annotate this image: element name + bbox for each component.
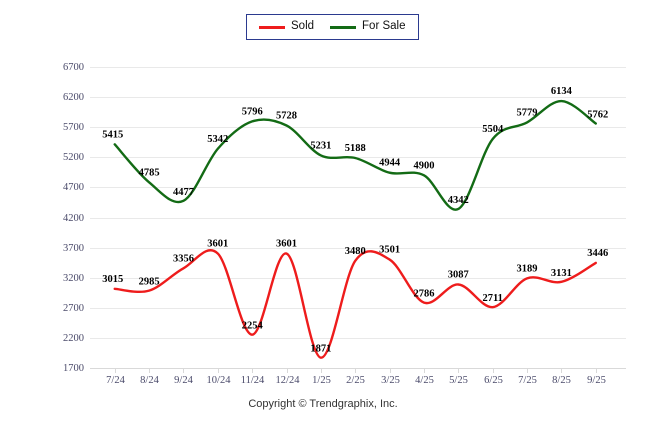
data-label-for-sale: 5231 — [310, 140, 331, 151]
data-label-sold: 3356 — [173, 253, 194, 264]
y-axis-tick-labels: 1700 2200 2700 3200 3700 4200 4700 5200 5700 6200… — [63, 62, 84, 374]
y-axis-tick-label: 4700 — [63, 182, 84, 193]
legend-label-for-sale: For Sale — [362, 20, 406, 33]
data-label-sold: 3601 — [276, 239, 297, 250]
y-axis-tick-label: 5200 — [63, 152, 84, 163]
legend-label-sold: Sold — [291, 20, 315, 33]
y-axis-tick-label: 3700 — [63, 243, 84, 254]
legend-item-for-sale[interactable]: For Sale — [330, 20, 406, 33]
line-swatch-icon — [259, 25, 285, 29]
gridlines — [90, 67, 626, 369]
data-label-for-sale: 4900 — [414, 160, 435, 171]
x-axis-tick-label: 9/25 — [587, 375, 606, 386]
y-axis-tick-label: 1700 — [63, 363, 84, 374]
axis-ticks — [90, 368, 626, 373]
data-label-sold: 3480 — [345, 246, 366, 257]
line-swatch-icon — [330, 25, 357, 29]
x-axis-tick-label: 5/25 — [449, 375, 468, 386]
x-axis-tick-label: 4/25 — [415, 375, 434, 386]
x-axis-tick-label: 8/25 — [552, 375, 571, 386]
data-label-for-sale: 4944 — [379, 158, 401, 169]
data-label-sold: 3087 — [448, 270, 469, 281]
legend-item-sold[interactable]: Sold — [259, 21, 314, 33]
x-axis-tick-label: 3/25 — [381, 375, 400, 386]
copyright-notice: Copyright © Trendgraphix, Inc. — [248, 398, 398, 410]
data-label-for-sale: 5188 — [345, 143, 366, 154]
data-label-sold: 1871 — [310, 344, 331, 355]
data-label-sold: 3015 — [102, 274, 123, 285]
data-label-for-sale: 5728 — [276, 111, 297, 122]
data-label-sold: 3446 — [587, 248, 608, 259]
x-axis-tick-label: 6/25 — [484, 375, 503, 386]
x-axis-tick-label: 7/24 — [106, 375, 125, 386]
series-line-for-sale — [113, 99, 597, 211]
data-label-sold: 2985 — [139, 277, 160, 288]
x-axis-tick-label: 11/24 — [241, 375, 265, 386]
y-axis-tick-label: 3200 — [63, 273, 84, 284]
y-axis-tick-label: 4200 — [63, 213, 84, 224]
x-axis-tick-label: 8/24 — [140, 375, 159, 386]
y-axis-tick-label: 2700 — [63, 303, 84, 314]
data-label-for-sale: 4785 — [139, 167, 160, 178]
data-series — [113, 99, 597, 359]
data-point-labels: 3015 2985 3356 3601 2254 3601 1871 3480 3501 2786… — [102, 86, 608, 355]
x-axis-tick-labels: 7/24 8/24 9/24 10/24 11/24 12/24 1/25 2/25 3/25 4… — [106, 375, 606, 386]
y-axis-tick-label: 6700 — [63, 62, 84, 73]
x-axis-tick-label: 2/25 — [346, 375, 365, 386]
data-label-sold: 3131 — [551, 268, 572, 279]
y-axis-tick-label: 2200 — [63, 333, 84, 344]
data-label-sold: 2254 — [242, 321, 264, 332]
data-label-for-sale: 4477 — [173, 187, 194, 198]
data-label-for-sale: 4342 — [448, 195, 469, 206]
data-label-sold: 2786 — [414, 289, 435, 300]
x-axis-tick-label: 12/24 — [276, 375, 301, 386]
x-axis-tick-label: 9/24 — [174, 375, 193, 386]
data-label-sold: 3501 — [379, 245, 400, 256]
data-label-for-sale: 6134 — [551, 86, 573, 97]
data-label-sold: 3601 — [207, 239, 228, 250]
data-label-sold: 3189 — [517, 263, 538, 274]
chart-legend: Sold For Sale — [246, 14, 419, 40]
y-axis-tick-label: 6200 — [63, 92, 84, 103]
data-label-for-sale: 5796 — [242, 106, 263, 117]
x-axis-tick-label: 10/24 — [207, 375, 232, 386]
data-label-sold: 2711 — [482, 293, 502, 304]
data-label-for-sale: 5415 — [102, 129, 123, 140]
data-label-for-sale: 5779 — [517, 107, 538, 118]
series-line-sold — [113, 249, 597, 359]
x-axis-tick-label: 1/25 — [312, 375, 331, 386]
x-axis-tick-label: 7/25 — [518, 375, 537, 386]
data-label-for-sale: 5504 — [482, 124, 504, 135]
data-label-for-sale: 5342 — [207, 134, 228, 145]
y-axis-tick-label: 5700 — [63, 122, 84, 133]
data-label-for-sale: 5762 — [587, 110, 608, 121]
